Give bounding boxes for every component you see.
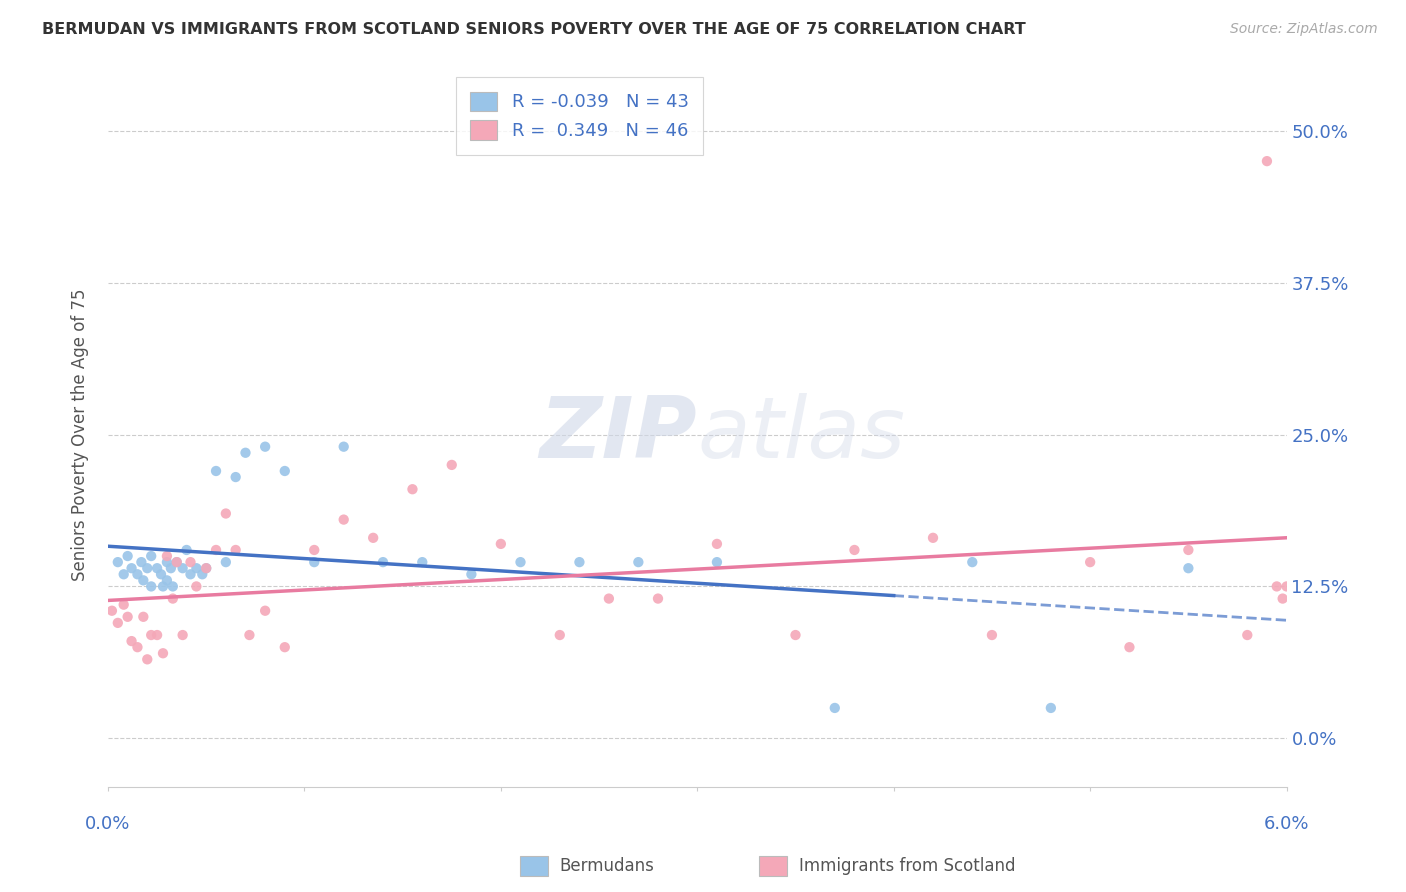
- Point: [176, 543, 198, 558]
- Point: [274, 464, 297, 478]
- Point: [844, 543, 866, 558]
- Point: [1118, 640, 1140, 655]
- Point: [205, 464, 228, 478]
- Point: [332, 440, 354, 454]
- Point: [150, 567, 173, 582]
- Point: [136, 652, 159, 666]
- Point: [647, 591, 669, 606]
- Point: [131, 555, 153, 569]
- Point: [706, 537, 728, 551]
- Text: BERMUDAN VS IMMIGRANTS FROM SCOTLAND SENIORS POVERTY OVER THE AGE OF 75 CORRELAT: BERMUDAN VS IMMIGRANTS FROM SCOTLAND SEN…: [42, 22, 1026, 37]
- Point: [195, 561, 218, 575]
- Point: [172, 561, 194, 575]
- Point: [489, 537, 512, 551]
- Text: Bermudans: Bermudans: [560, 857, 654, 875]
- Point: [627, 555, 650, 569]
- Point: [254, 604, 277, 618]
- Point: [274, 640, 297, 655]
- Point: [127, 640, 149, 655]
- Point: [440, 458, 463, 472]
- Point: [166, 555, 188, 569]
- Point: [1177, 543, 1199, 558]
- Point: [117, 609, 139, 624]
- Point: [962, 555, 984, 569]
- Point: [235, 446, 257, 460]
- Point: [141, 579, 163, 593]
- Y-axis label: Seniors Poverty Over the Age of 75: Seniors Poverty Over the Age of 75: [72, 288, 89, 581]
- Point: [371, 555, 394, 569]
- Point: [156, 549, 179, 563]
- Point: [785, 628, 807, 642]
- Point: [179, 567, 201, 582]
- Point: [706, 555, 728, 569]
- Point: [548, 628, 571, 642]
- Text: Source: ZipAtlas.com: Source: ZipAtlas.com: [1230, 22, 1378, 37]
- Point: [460, 567, 482, 582]
- Point: [160, 561, 183, 575]
- Point: [121, 634, 143, 648]
- Point: [162, 591, 184, 606]
- Point: [568, 555, 591, 569]
- Point: [172, 628, 194, 642]
- Point: [922, 531, 945, 545]
- Point: [191, 567, 214, 582]
- Point: [166, 555, 188, 569]
- Point: [141, 549, 163, 563]
- Text: ZIP: ZIP: [540, 393, 697, 476]
- Point: [107, 555, 129, 569]
- Text: Immigrants from Scotland: Immigrants from Scotland: [799, 857, 1015, 875]
- Point: [162, 579, 184, 593]
- Point: [981, 628, 1004, 642]
- Point: [361, 531, 384, 545]
- Point: [1275, 579, 1298, 593]
- Point: [304, 555, 326, 569]
- Point: [1256, 154, 1278, 169]
- Point: [509, 555, 531, 569]
- Point: [132, 609, 155, 624]
- Point: [1039, 701, 1062, 715]
- Text: 6.0%: 6.0%: [1264, 815, 1309, 833]
- Point: [101, 604, 124, 618]
- Point: [598, 591, 620, 606]
- Point: [411, 555, 433, 569]
- Point: [1271, 591, 1294, 606]
- Point: [156, 555, 179, 569]
- Point: [254, 440, 277, 454]
- Point: [112, 598, 135, 612]
- Text: 0.0%: 0.0%: [86, 815, 131, 833]
- Point: [156, 574, 179, 588]
- Point: [1265, 579, 1288, 593]
- Point: [225, 470, 247, 484]
- Point: [225, 543, 247, 558]
- Point: [401, 482, 423, 496]
- Point: [824, 701, 846, 715]
- Point: [304, 543, 326, 558]
- Point: [1078, 555, 1101, 569]
- Point: [132, 574, 155, 588]
- Point: [1177, 561, 1199, 575]
- Point: [152, 646, 174, 660]
- Point: [112, 567, 135, 582]
- Point: [215, 507, 238, 521]
- Point: [117, 549, 139, 563]
- Point: [186, 579, 208, 593]
- Point: [179, 555, 201, 569]
- Point: [152, 579, 174, 593]
- Legend: R = -0.039   N = 43, R =  0.349   N = 46: R = -0.039 N = 43, R = 0.349 N = 46: [456, 77, 703, 155]
- Point: [1236, 628, 1258, 642]
- Point: [127, 567, 149, 582]
- Point: [141, 628, 163, 642]
- Point: [136, 561, 159, 575]
- Point: [205, 543, 228, 558]
- Point: [195, 561, 218, 575]
- Point: [107, 615, 129, 630]
- Text: atlas: atlas: [697, 393, 905, 476]
- Point: [121, 561, 143, 575]
- Point: [186, 561, 208, 575]
- Point: [215, 555, 238, 569]
- Point: [146, 561, 169, 575]
- Point: [238, 628, 260, 642]
- Point: [146, 628, 169, 642]
- Point: [332, 513, 354, 527]
